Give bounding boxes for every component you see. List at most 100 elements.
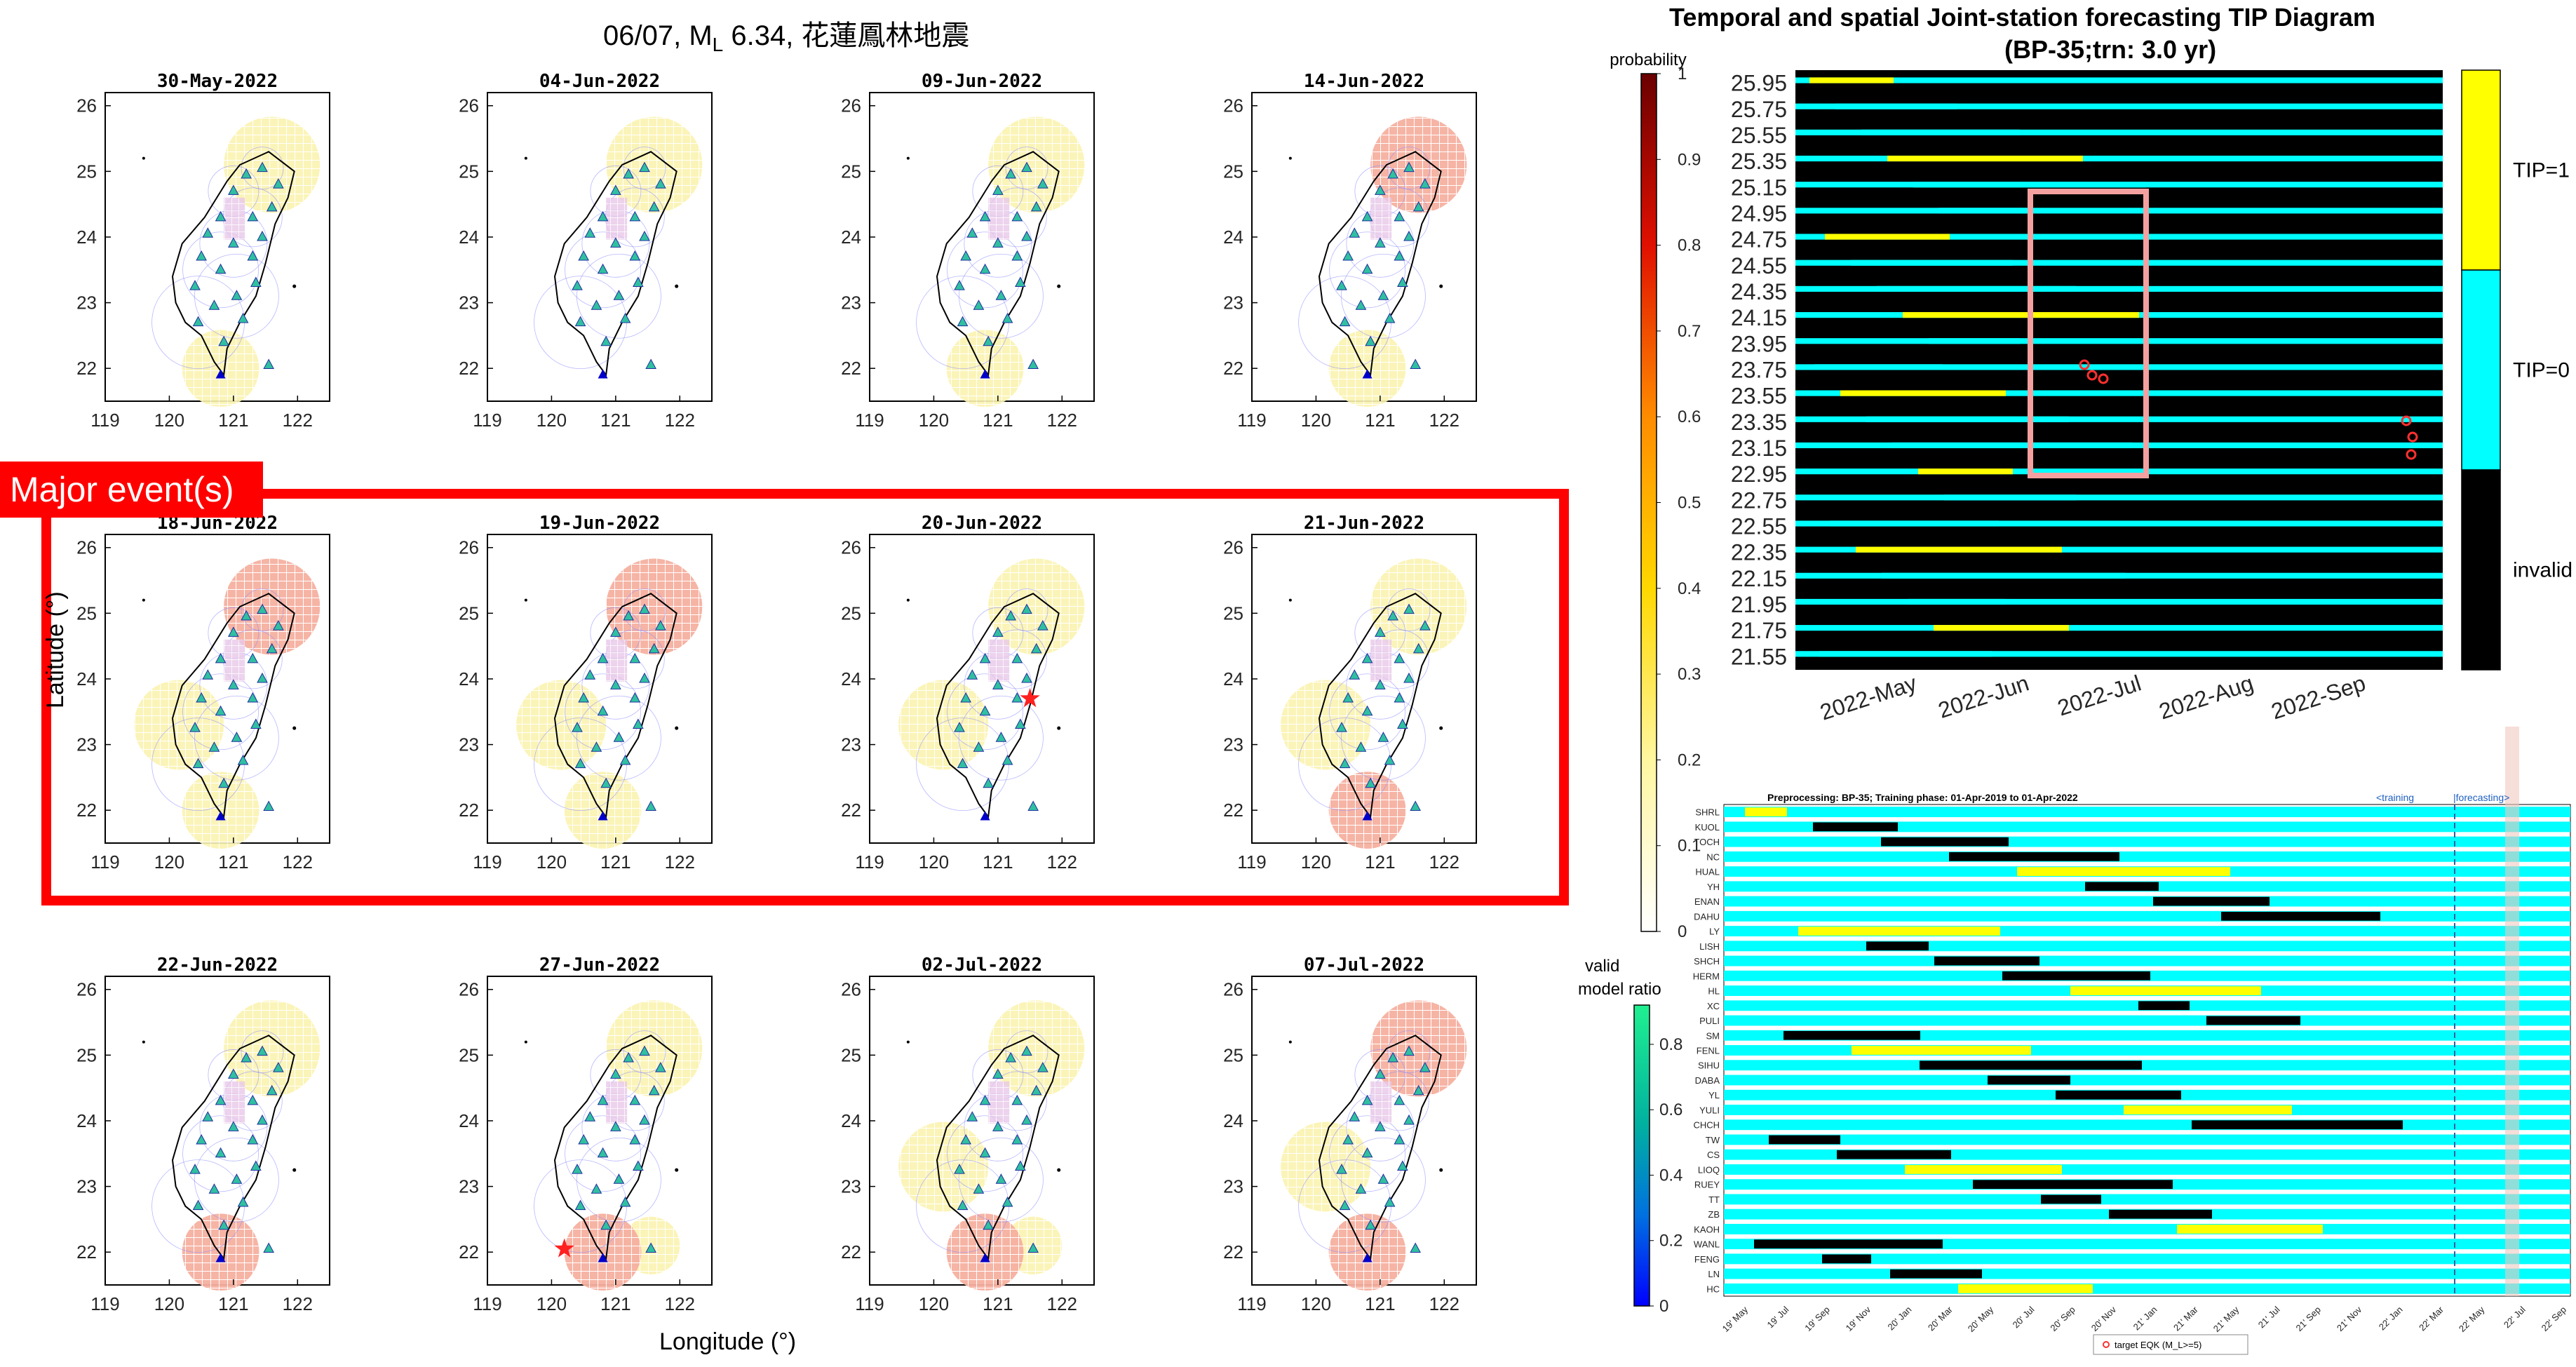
station-triangle (266, 1084, 278, 1096)
station-range-circle (576, 1137, 661, 1223)
prob-zone-high (1370, 116, 1467, 213)
station-triangle-blue (598, 1253, 608, 1262)
colorbars-group: probability 0 0.1 0.2 0.3 0.4 0.5 0.6 0.7 0.8 0.9 1… (1578, 50, 1701, 1316)
station-triangle (983, 777, 994, 788)
station-range-circle (623, 1030, 666, 1074)
station-range-circle (623, 588, 666, 632)
station-triangle (629, 1133, 641, 1145)
map-panel: 20-Jun-2022 119 120 121 122 22 23 24 25 26 (841, 513, 1095, 873)
station-triangle (1349, 669, 1361, 680)
station-triangle (1027, 1242, 1039, 1253)
station-label: CS (1707, 1150, 1720, 1160)
station-triangle (954, 1164, 965, 1174)
station-triangle (1365, 777, 1376, 788)
tip-row-band (1795, 651, 2443, 657)
station-range-circle (1341, 695, 1426, 781)
station-row-segment (1837, 1150, 1951, 1159)
station-x-tick-label: 19' Jul (1765, 1304, 1791, 1330)
tip-y-tick-label: 25.35 (1731, 149, 1787, 174)
probability-zones (1281, 1000, 1467, 1291)
station-range-circle (182, 673, 259, 750)
station-triangle (1397, 1160, 1408, 1171)
station-triangle (966, 1111, 978, 1122)
station-triangle (1342, 692, 1354, 703)
earthquake-star-icon (1020, 688, 1040, 708)
eqk-legend-marker (2103, 1341, 2110, 1348)
station-triangle (1365, 1219, 1376, 1230)
prob-zone-low (516, 680, 607, 770)
station-triangle (979, 1147, 991, 1158)
y-tick-label: 24 (459, 1110, 479, 1131)
tip-y-tick-label: 21.55 (1731, 644, 1787, 669)
x-tick-label: 122 (283, 410, 313, 431)
tip-row-segment (1809, 77, 1894, 83)
station-triangle (228, 1121, 239, 1131)
x-tick-label: 122 (665, 410, 695, 431)
station-triangle (597, 705, 609, 716)
island-dot (292, 284, 297, 288)
station-triangle (1394, 652, 1405, 664)
tip-row-band (1795, 520, 2443, 527)
station-triangle (645, 800, 656, 812)
tip-row-band (1795, 103, 2443, 109)
station-row-segment (1881, 837, 2009, 847)
station-triangle (196, 692, 207, 703)
y-tick-label: 23 (841, 292, 861, 314)
station-triangle (1412, 1084, 1424, 1096)
station-row-segment (1769, 1135, 1840, 1145)
taiwan-coastline (1318, 151, 1442, 377)
station-range-circle (959, 1137, 1044, 1223)
taiwan-coastline (171, 593, 295, 819)
station-triangle (1002, 754, 1013, 765)
station-triangle-blue (980, 1253, 990, 1262)
station-triangle (960, 1133, 971, 1145)
station-x-tick-label: 21' Mar (2171, 1304, 2200, 1333)
station-triangle (237, 754, 249, 765)
station-triangle (218, 1219, 229, 1230)
station-range-circle (1341, 253, 1426, 339)
station-triangle (610, 184, 621, 195)
panel-date-label: 21-Jun-2022 (1304, 513, 1424, 534)
station-triangle (1011, 210, 1023, 222)
panel-date-label: 07-Jul-2022 (1304, 955, 1424, 976)
station-label: CHCH (1693, 1120, 1720, 1131)
x-tick-label: 120 (154, 1293, 184, 1314)
station-label: DABA (1695, 1075, 1720, 1086)
x-tick-label: 120 (1301, 1293, 1331, 1314)
station-range-circle (1005, 1030, 1048, 1074)
station-label: DAHU (1694, 911, 1720, 922)
training-label: <training (2376, 792, 2414, 803)
tip-row-band (1795, 338, 2443, 344)
y-tick-label: 22 (459, 358, 479, 379)
tip-diagram-subtitle: (BP-35;trn: 3.0 yr) (2004, 35, 2217, 64)
station-label: TOCH (1694, 837, 1720, 847)
station-triangle (1420, 1062, 1431, 1072)
station-row-segment (1822, 1254, 1871, 1264)
station-triangle (1342, 250, 1354, 261)
tip-row-segment (1918, 469, 2013, 475)
station-triangle (273, 1062, 284, 1072)
x-tick-label: 122 (1047, 851, 1077, 873)
station-range-circle (182, 1115, 259, 1192)
station-triangle (215, 705, 227, 716)
station-triangle (1005, 168, 1016, 179)
station-triangle-blue (1362, 811, 1373, 821)
station-row-segment (2002, 971, 2150, 981)
station-triangle (584, 1111, 596, 1122)
target-eqk-marker (2086, 370, 2098, 381)
taiwan-coastline (1318, 593, 1442, 819)
y-tick-label: 23 (1223, 1176, 1243, 1197)
station-triangle (957, 1199, 969, 1211)
station-triangle (215, 1147, 227, 1158)
earthquake-star-icon (554, 1238, 574, 1258)
tip-row-band (1795, 598, 2443, 605)
taiwan-coastline (553, 1035, 677, 1261)
tip-row-segment (1819, 651, 1992, 657)
station-label: SIHU (1698, 1060, 1720, 1071)
station-triangle (648, 201, 660, 212)
station-triangle (228, 679, 239, 689)
station-row-band (1724, 941, 2570, 952)
station-range-circle (1341, 1137, 1426, 1223)
station-triangle (1011, 250, 1023, 261)
island-dot (524, 1040, 527, 1044)
